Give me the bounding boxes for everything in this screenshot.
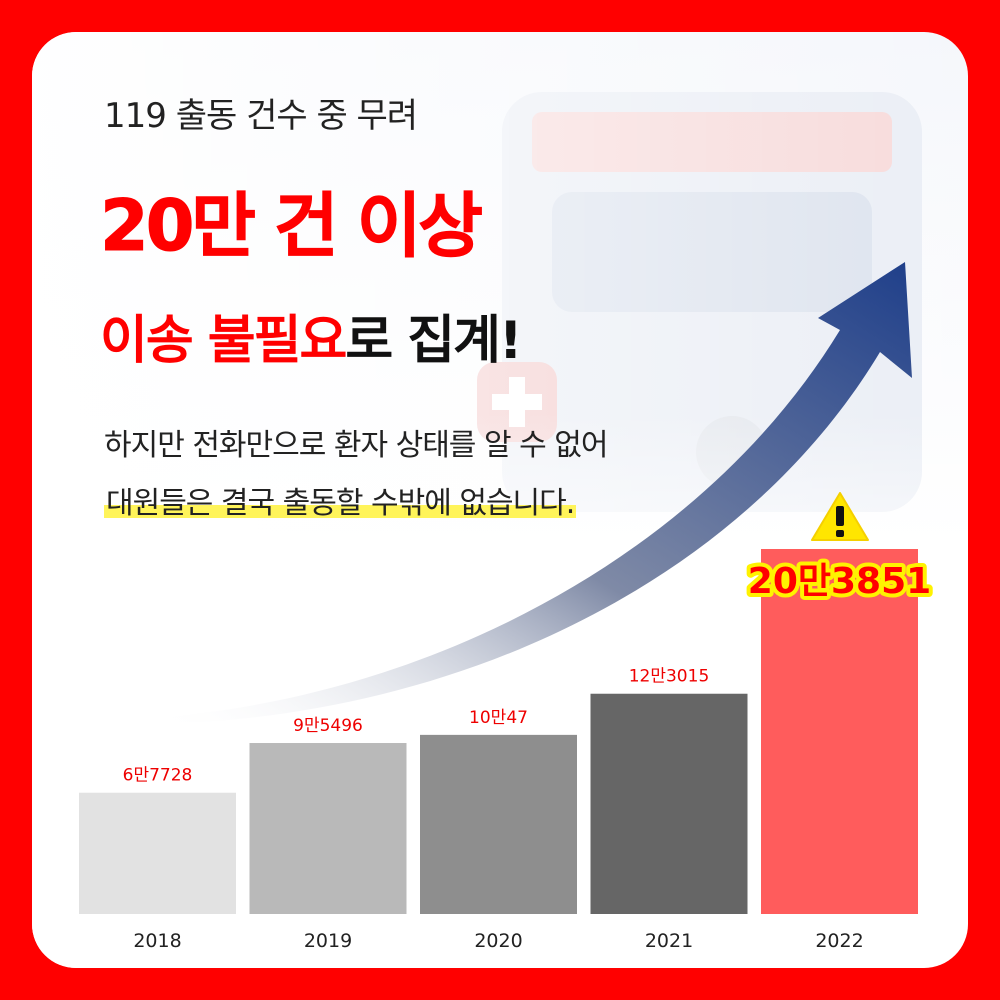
trend-up-arrow-icon [150, 262, 912, 724]
x-tick-label-2021: 2021 [645, 930, 693, 952]
highlighted-text: 대원들은 결국 출동할 수밖에 없습니다. [104, 486, 577, 521]
subtitle: 119 출동 건수 중 무려 [104, 96, 418, 136]
x-tick-label-2020: 2020 [474, 930, 522, 952]
x-tick-label-2019: 2019 [304, 930, 352, 952]
headline: 20만 건 이상 [100, 185, 484, 268]
body-text-line2: 대원들은 결국 출동할 수밖에 없습니다. [104, 478, 577, 522]
headline-line2: 이송 불필요로 집계! [100, 298, 523, 373]
bar-2021 [590, 693, 748, 914]
bar-2019 [249, 743, 407, 914]
x-tick-label-2022: 2022 [815, 930, 863, 952]
bar-2020 [420, 734, 577, 914]
value-label-2019: 9만5496 [293, 716, 363, 736]
bar-2018 [79, 792, 236, 914]
value-label-2022: 20만3851 [748, 561, 931, 602]
value-label-2021: 12만3015 [629, 667, 710, 687]
value-label-2018: 6만7728 [123, 766, 193, 786]
headline-emphasis: 이송 불필요 [100, 311, 347, 371]
body-text-line1: 하지만 전화만으로 환자 상태를 알 수 없어 [104, 428, 608, 463]
value-label-2020: 10만47 [469, 708, 528, 728]
bar-2022 [761, 549, 918, 914]
headline-rest: 로 집계! [345, 311, 522, 371]
x-tick-label-2018: 2018 [133, 930, 181, 952]
warning-triangle-icon [811, 492, 869, 541]
